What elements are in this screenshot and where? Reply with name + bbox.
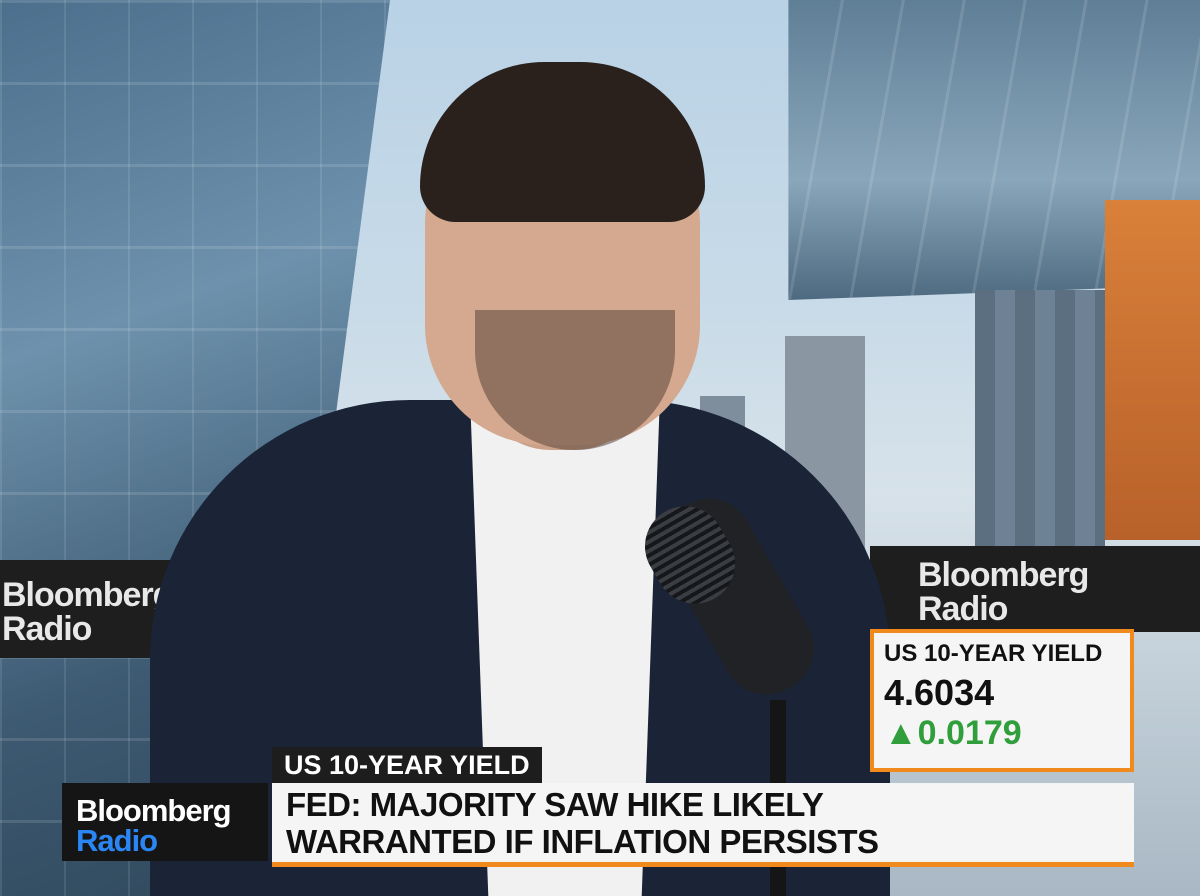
bloomberg-radio-logo	[62, 783, 268, 861]
studio-banner-left-line1: Bloomberg	[2, 576, 173, 614]
studio-banner-right-line2: Radio	[918, 590, 1008, 628]
studio-banner-right	[870, 546, 1200, 632]
logo-line1: Bloomberg	[76, 793, 232, 828]
quote-label: US 10-YEAR YIELD	[884, 640, 1103, 667]
quote-change: ▲0.0179	[884, 714, 1022, 752]
lower-third-tag: US 10-YEAR YIELD	[272, 747, 542, 783]
studio-banner-right-line1: Bloomberg	[918, 556, 1089, 594]
headline-line1: FED: MAJORITY SAW HIKE LIKELY	[286, 786, 824, 823]
headline-line2: WARRANTED IF INFLATION PERSISTS	[286, 823, 879, 860]
hair	[420, 62, 705, 222]
orange-wall-panel	[1105, 200, 1200, 540]
studio-banner-left-line2: Radio	[2, 610, 92, 648]
headline: FED: MAJORITY SAW HIKE LIKELY WARRANTED …	[286, 786, 1126, 860]
quote-value: 4.6034	[884, 672, 995, 713]
skyline-tower	[975, 290, 1105, 550]
headline-box	[272, 783, 1134, 867]
logo-line2: Radio	[76, 823, 158, 858]
yield-quote-box	[870, 629, 1134, 772]
